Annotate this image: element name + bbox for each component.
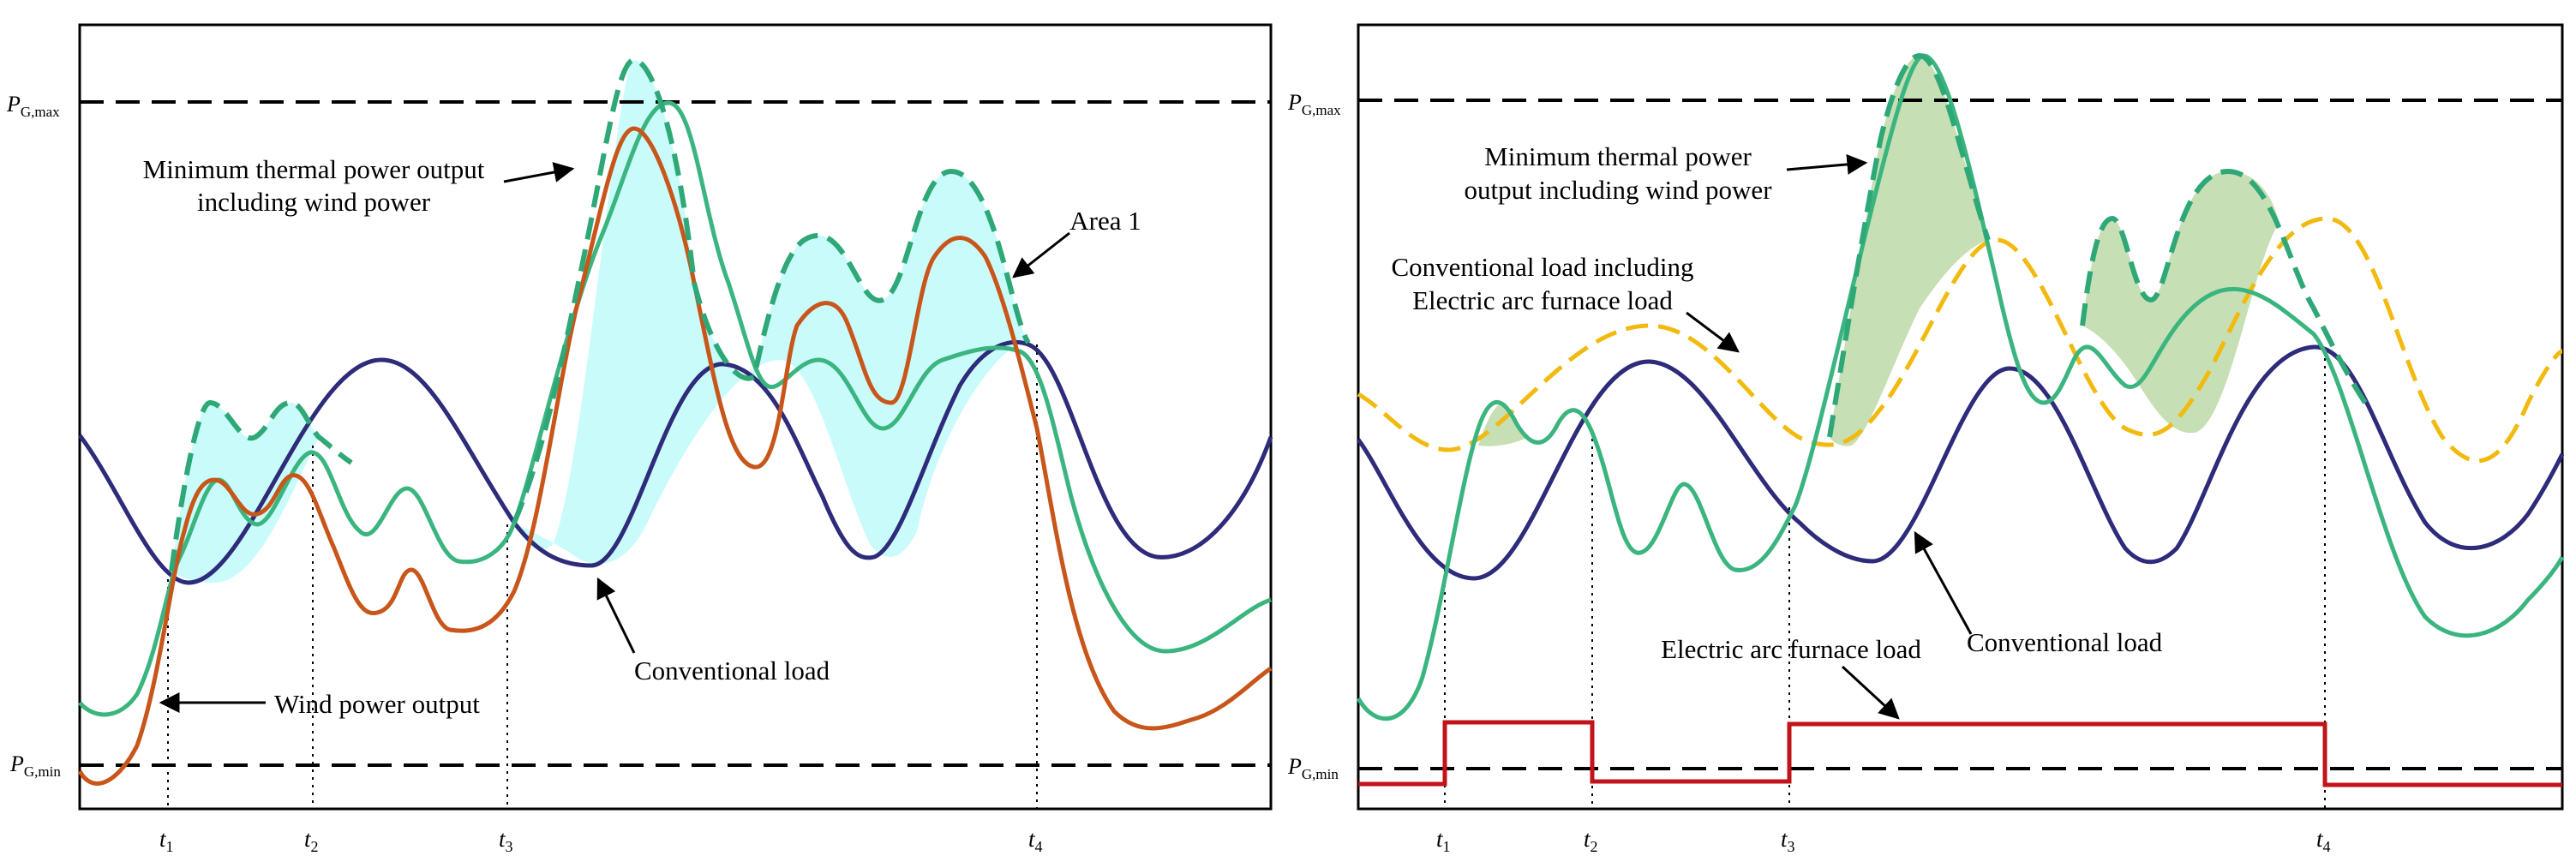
right-tick-t3: t3 [1781, 826, 1795, 855]
right-label-conventional-load: Conventional load [1967, 627, 2163, 657]
left-arrow-conventional-load [596, 577, 636, 654]
right-arrow-conventional-load [1914, 530, 1973, 635]
right-panel: Minimum thermal power output including w… [1287, 23, 2565, 855]
right-conventional-load-curve [1356, 344, 2565, 581]
right-frame [1357, 23, 2564, 811]
right-arrow-min-thermal [1786, 153, 1868, 175]
left-pmax-label: PG,max [6, 92, 60, 120]
left-shaded-area [171, 60, 1028, 583]
right-pmin-label: PG,min [1287, 754, 1339, 782]
left-label-min-thermal-line2: including wind power [197, 187, 431, 217]
left-tick-t2: t2 [304, 826, 319, 855]
right-arrow-eaf-load [1841, 665, 1900, 720]
left-label-area1: Area 1 [1069, 206, 1141, 236]
right-label-min-thermal-line1: Minimum thermal power [1484, 141, 1752, 171]
right-label-conv-eaf-line2: Electric arc furnace load [1412, 285, 1673, 315]
left-wind-output-curve [78, 100, 1272, 717]
right-shaded-area-3 [1478, 403, 1525, 446]
left-thermal-solid-curve [77, 126, 1273, 786]
right-label-eaf-load: Electric arc furnace load [1661, 634, 1921, 664]
left-tick-t3: t3 [499, 826, 513, 855]
right-label-min-thermal-line2: output including wind power [1464, 175, 1772, 205]
left-panel: Minimum thermal power output including w… [6, 23, 1273, 855]
right-eaf-load-curve [1358, 720, 2562, 787]
right-shaded-area-2 [2082, 171, 2279, 434]
left-arrow-area1 [1012, 231, 1070, 278]
left-label-wind-output: Wind power output [274, 689, 480, 719]
left-arrow-min-thermal [503, 162, 575, 183]
right-thermal-min-dashed-curve [1827, 52, 2368, 438]
left-label-min-thermal-line1: Minimum thermal power output [143, 154, 485, 184]
right-wind-output-curve [1356, 53, 2565, 721]
left-tick-t1: t1 [159, 826, 174, 855]
right-pmax-label: PG,max [1287, 90, 1341, 118]
right-tick-t1: t1 [1436, 826, 1451, 855]
right-conv-eaf-dashed-curve [1357, 216, 2563, 464]
right-arrow-conv-eaf [1686, 311, 1740, 353]
left-thermal-min-dashed-curve [169, 57, 1031, 572]
left-frame [78, 23, 1273, 811]
left-label-conventional-load: Conventional load [634, 655, 830, 685]
right-shaded-area-1 [1830, 56, 1988, 446]
left-conventional-load-curve [78, 340, 1273, 585]
right-tick-t2: t2 [1584, 826, 1598, 855]
right-tick-t4: t4 [2316, 826, 2331, 855]
left-tick-t4: t4 [1028, 826, 1043, 855]
right-label-conv-eaf-line1: Conventional load including [1391, 252, 1693, 282]
left-pmin-label: PG,min [9, 751, 61, 780]
